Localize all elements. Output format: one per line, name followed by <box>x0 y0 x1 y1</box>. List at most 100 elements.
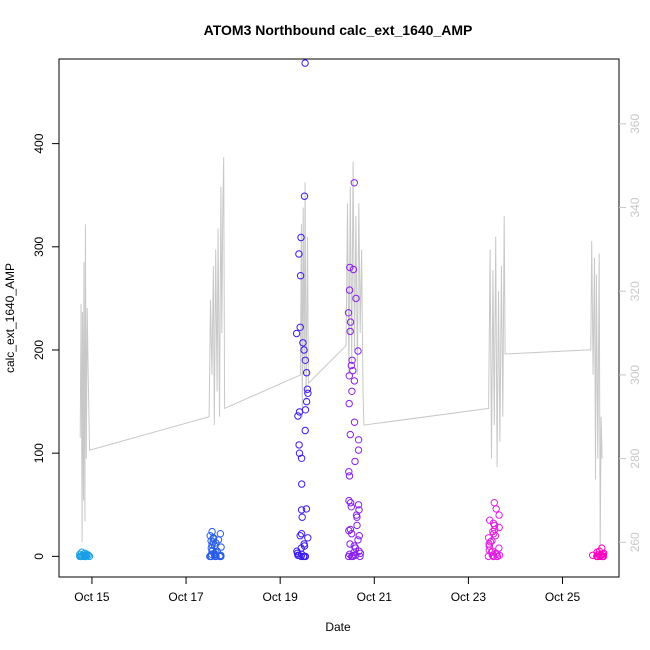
data-point <box>300 346 308 354</box>
data-point <box>353 521 361 530</box>
data-point <box>296 323 304 331</box>
data-point <box>77 552 85 561</box>
data-point <box>345 496 353 505</box>
y2-tick-label: 280 <box>628 448 642 468</box>
data-point <box>302 397 311 406</box>
data-point <box>589 551 597 559</box>
data-point <box>216 552 224 561</box>
data-point <box>351 457 359 466</box>
data-point <box>346 525 355 534</box>
data-point <box>350 418 359 426</box>
data-point <box>350 179 358 187</box>
y2-tick-label: 320 <box>628 281 642 301</box>
data-point <box>495 544 503 552</box>
data-point <box>297 233 305 242</box>
data-point <box>208 527 216 536</box>
x-tick-label: Oct 19 <box>262 590 298 604</box>
data-point <box>345 550 354 558</box>
data-point <box>344 309 353 317</box>
data-point <box>300 192 309 200</box>
data-point <box>208 547 216 555</box>
data-point <box>206 532 214 540</box>
y2-tick-label: 260 <box>628 532 642 552</box>
data-point <box>490 499 498 507</box>
y-tick-label: 300 <box>32 236 46 256</box>
data-point <box>350 551 358 559</box>
data-point <box>345 526 353 535</box>
y-axis-left: 0 100 200 300 400 <box>32 133 59 560</box>
data-point <box>301 426 309 435</box>
data-point <box>484 534 493 542</box>
data-point <box>345 468 353 476</box>
data-point <box>299 339 307 347</box>
data-point <box>295 441 303 449</box>
data-point <box>355 532 363 540</box>
data-point <box>495 511 503 519</box>
data-point <box>486 538 495 546</box>
data-point <box>302 505 311 513</box>
data-point <box>346 318 355 326</box>
data-point <box>346 430 354 439</box>
data-point <box>598 544 606 552</box>
data-point <box>303 385 312 393</box>
y-tick-label: 100 <box>32 443 46 463</box>
plot-frame <box>58 58 620 578</box>
data-point <box>295 449 304 457</box>
data-point <box>302 369 311 377</box>
data-point <box>486 516 494 524</box>
x-tick-label: Oct 23 <box>451 590 487 604</box>
data-point <box>295 250 303 258</box>
y2-tick-label: 360 <box>628 114 642 134</box>
data-point <box>298 480 306 488</box>
data-point <box>355 506 363 514</box>
data-point <box>349 265 358 274</box>
data-point <box>352 294 360 303</box>
data-point <box>350 377 359 385</box>
data-point <box>487 548 496 556</box>
data-point <box>346 540 354 548</box>
data-point <box>304 534 312 542</box>
data-point <box>346 327 354 336</box>
line-series <box>79 157 603 551</box>
chart-title: ATOM3 Northbound calc_ext_1640_AMP <box>204 22 473 38</box>
data-point <box>354 536 362 544</box>
points-layer <box>76 59 608 561</box>
data-point <box>345 399 353 408</box>
data-point <box>296 532 304 540</box>
data-point <box>492 505 500 513</box>
data-point <box>346 499 355 507</box>
data-point <box>297 506 306 514</box>
y2-tick-label: 300 <box>628 365 642 385</box>
y-axis-right: 260 280 300 320 340 360 <box>619 114 642 552</box>
data-point <box>495 523 503 532</box>
data-point <box>301 356 309 364</box>
data-point <box>292 329 301 338</box>
data-point <box>346 263 354 272</box>
data-point <box>354 347 362 355</box>
data-point <box>349 366 357 375</box>
data-point <box>304 389 312 397</box>
x-axis-label: Date <box>325 620 351 634</box>
data-point <box>354 501 363 509</box>
data-point <box>348 356 356 364</box>
y-axis-label: calc_ext_1640_AMP <box>3 263 17 373</box>
data-point <box>351 544 360 552</box>
data-point <box>301 59 309 67</box>
data-point <box>300 540 308 548</box>
data-point <box>301 406 310 414</box>
data-point <box>297 454 306 462</box>
data-point <box>347 361 355 370</box>
data-point <box>294 412 302 420</box>
data-point <box>347 503 355 511</box>
data-point <box>216 530 225 538</box>
data-point <box>296 272 305 280</box>
x-tick-label: Oct 17 <box>168 590 204 604</box>
x-tick-label: Oct 25 <box>545 590 581 604</box>
data-point <box>297 530 306 538</box>
data-point <box>488 547 497 555</box>
data-point <box>594 550 603 558</box>
data-point <box>354 446 363 454</box>
x-tick-label: Oct 21 <box>357 590 393 604</box>
data-point <box>345 286 354 294</box>
y-tick-label: 0 <box>32 553 46 560</box>
